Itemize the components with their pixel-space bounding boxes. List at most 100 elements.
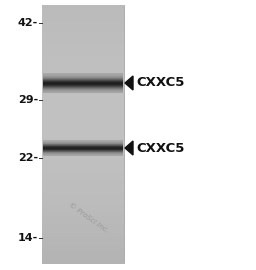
Bar [44,90,123,91]
Bar [43,80,123,81]
Bar [42,143,124,147]
Text: CXXC5: CXXC5 [136,76,184,89]
Bar [44,153,123,154]
Polygon shape [125,141,133,155]
Bar [44,142,123,143]
Bar [42,61,124,66]
Bar [43,84,123,85]
Bar [44,143,123,144]
Bar [42,74,124,79]
Bar [43,79,123,80]
Bar [42,113,124,117]
Bar [43,144,123,145]
Bar [43,87,123,88]
Bar [43,144,123,145]
Bar [42,168,124,173]
Bar [43,83,123,84]
Bar [43,145,123,146]
Bar [42,207,124,212]
Bar [42,156,124,160]
Bar [43,148,123,149]
Bar [42,164,124,169]
Bar [43,147,123,148]
Text: 29-: 29- [18,95,38,105]
Bar [44,154,123,155]
Bar [43,148,123,149]
Bar [42,224,124,229]
Bar [44,76,123,77]
Bar [43,78,123,79]
Bar [44,140,123,141]
Bar [44,74,123,75]
Bar [42,233,124,238]
Bar [42,52,124,57]
Bar [44,89,123,90]
Bar [43,81,123,82]
Bar [42,104,124,109]
Bar [42,14,124,18]
Bar [42,39,124,44]
Bar [44,141,123,142]
Bar [42,160,124,165]
Bar [43,79,123,80]
Bar [42,65,124,70]
Bar [42,259,124,264]
Bar [43,152,123,153]
Bar [42,91,124,96]
Bar [44,152,123,153]
Bar [43,149,123,150]
Bar [43,145,123,146]
Text: CXXC5: CXXC5 [136,141,184,154]
Bar [43,86,123,87]
Bar [42,211,124,216]
Bar [42,5,124,263]
Bar [42,44,124,49]
Bar [42,130,124,134]
Bar [43,146,123,147]
Bar [42,31,124,36]
Bar [42,117,124,122]
Bar [42,198,124,203]
Bar [42,69,124,74]
Bar [42,134,124,139]
Bar [43,87,123,88]
Bar [42,95,124,100]
Bar [42,18,124,23]
Text: 22-: 22- [18,153,38,163]
Text: 42-: 42- [18,18,38,28]
Text: © ProSci Inc.: © ProSci Inc. [67,202,109,234]
Bar [42,35,124,40]
Bar [42,48,124,53]
Bar [44,73,123,74]
Bar [44,141,123,142]
Polygon shape [125,76,133,90]
Bar [43,151,123,152]
Bar [44,90,123,91]
Bar [42,57,124,61]
Bar [42,220,124,225]
Bar [43,150,123,151]
Bar [44,153,123,154]
Bar [42,138,124,143]
Bar [43,150,123,151]
Bar [43,85,123,86]
Bar [43,149,123,150]
Bar [42,229,124,233]
Text: 14-: 14- [18,233,38,243]
Bar [43,80,123,81]
Bar [44,154,123,155]
Bar [42,151,124,156]
Bar [44,77,123,78]
Bar [42,216,124,221]
Bar [42,125,124,130]
Bar [44,76,123,77]
Bar [43,88,123,89]
Bar [44,89,123,90]
Bar [42,100,124,104]
Bar [42,147,124,152]
Bar [42,194,124,199]
Bar [42,9,124,14]
Bar [43,151,123,152]
Bar [42,78,124,83]
Bar [42,250,124,255]
